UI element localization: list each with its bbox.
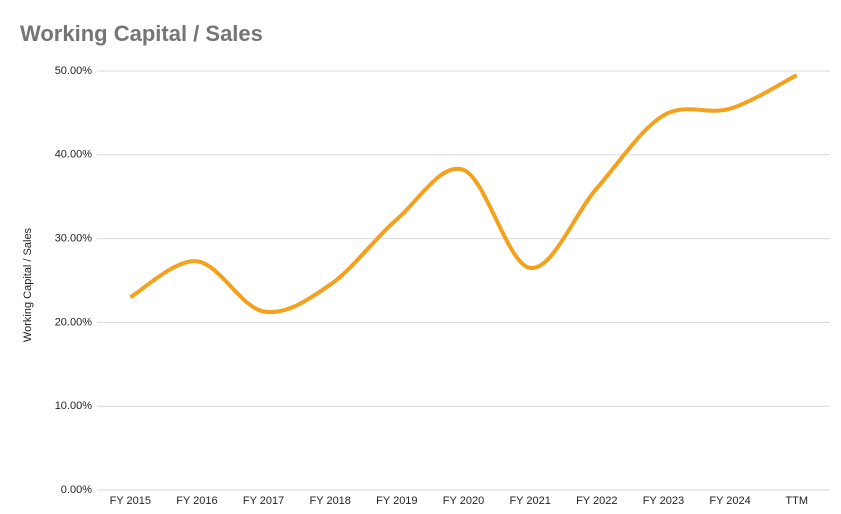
y-tick-label: 20.00% <box>55 316 93 328</box>
y-tick-label: 10.00% <box>55 400 93 412</box>
x-tick-label: FY 2018 <box>310 495 351 507</box>
chart-title: Working Capital / Sales <box>20 21 263 46</box>
y-axis-label: Working Capital / Sales <box>22 227 34 342</box>
x-tick-label: FY 2022 <box>576 495 617 507</box>
x-tick-label: FY 2015 <box>110 495 151 507</box>
x-tick-label: FY 2024 <box>709 495 750 507</box>
y-tick-label: 40.00% <box>55 149 93 161</box>
x-tick-label: FY 2017 <box>243 495 284 507</box>
x-tick-label: FY 2021 <box>509 495 550 507</box>
x-tick-label: FY 2020 <box>443 495 484 507</box>
x-tick-label: TTM <box>785 495 808 507</box>
x-tick-label: FY 2023 <box>643 495 684 507</box>
x-tick-label: FY 2019 <box>376 495 417 507</box>
line <box>129 73 798 315</box>
y-tick-label: 50.00% <box>55 65 93 77</box>
x-tick-label: FY 2016 <box>176 495 217 507</box>
y-tick-label: 0.00% <box>61 484 92 496</box>
y-tick-label: 30.00% <box>55 233 93 245</box>
